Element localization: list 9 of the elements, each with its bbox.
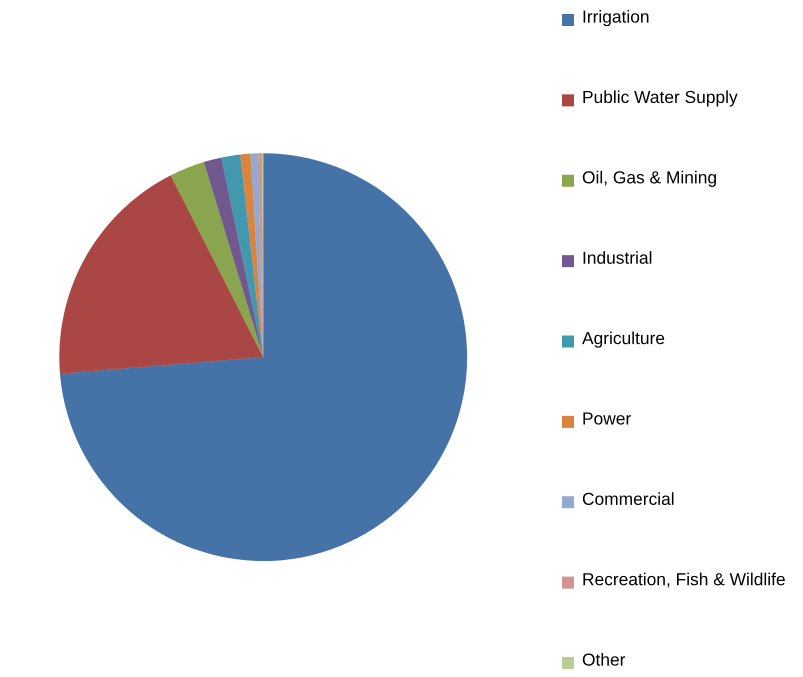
legend-label: Commercial [582, 492, 674, 505]
legend-label: Other [582, 653, 626, 666]
legend-label: Industrial [584, 251, 652, 264]
legend-label: Power [583, 412, 631, 425]
legend-label: Oil, Gas & Mining [582, 170, 716, 187]
legend-label: Recreation, Fish & Wildlife [583, 572, 785, 588]
legend-label: Irrigation [584, 10, 648, 26]
legend-label: Public Water Supply [583, 90, 738, 107]
legend-label: Agriculture [582, 332, 664, 348]
